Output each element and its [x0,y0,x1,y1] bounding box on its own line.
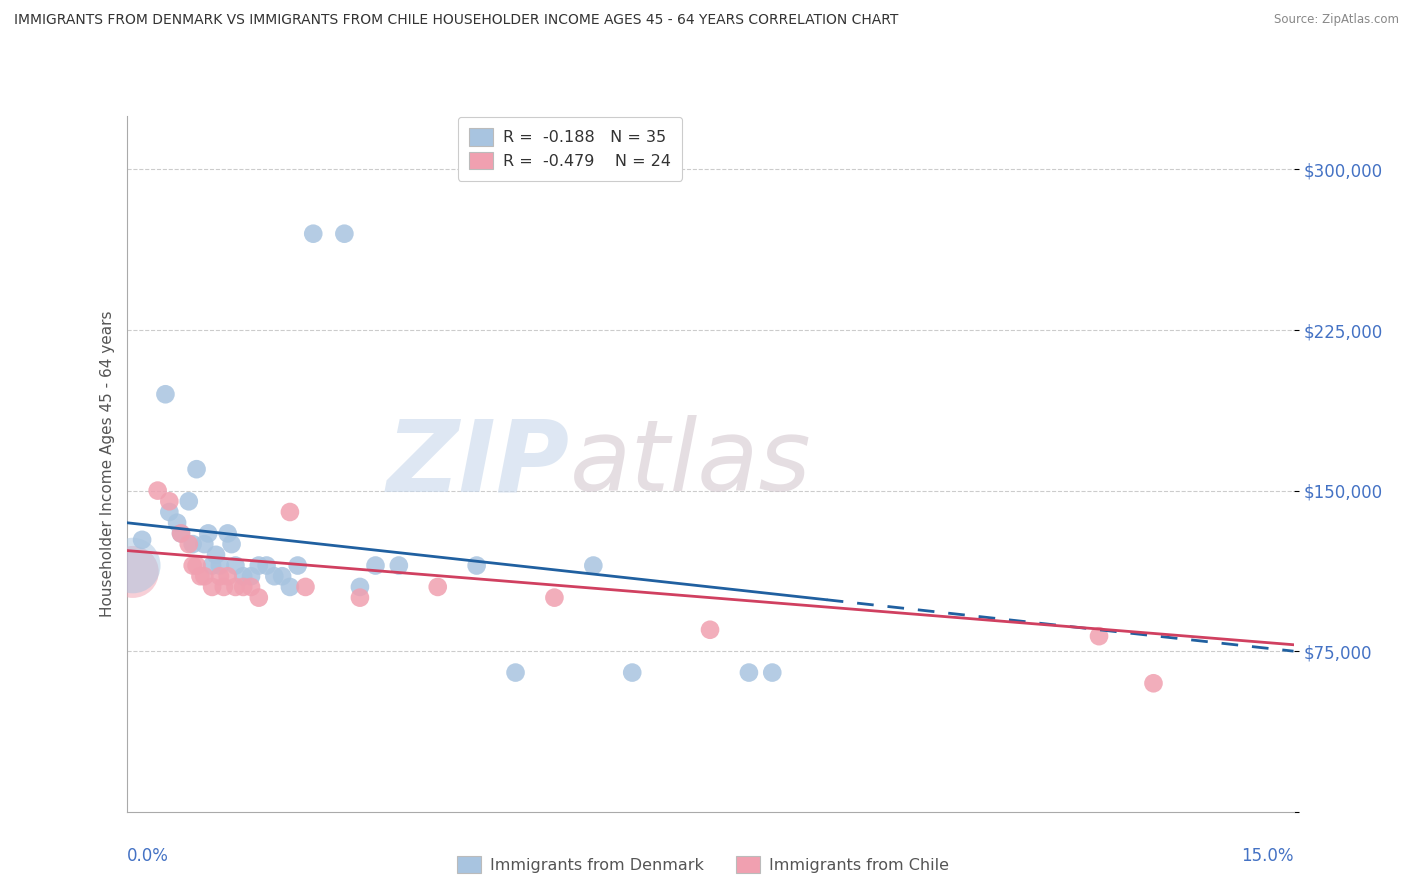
Text: IMMIGRANTS FROM DENMARK VS IMMIGRANTS FROM CHILE HOUSEHOLDER INCOME AGES 45 - 64: IMMIGRANTS FROM DENMARK VS IMMIGRANTS FR… [14,13,898,28]
Point [582,558,605,573]
Text: atlas: atlas [569,416,811,512]
Point [349,591,371,605]
Point [157,494,180,508]
Point [205,548,228,562]
Point [201,580,224,594]
Point [121,565,143,579]
Point [157,505,180,519]
Point [761,665,783,680]
Point [240,569,263,583]
Point [208,569,231,583]
Point [738,665,761,680]
Point [186,462,208,476]
Point [263,569,285,583]
Point [699,623,721,637]
Point [278,580,301,594]
Point [121,558,143,573]
Point [217,569,239,583]
Point [155,387,177,401]
Point [190,569,212,583]
Point [388,558,411,573]
Point [170,526,193,541]
Point [271,569,294,583]
Point [201,558,224,573]
Point [333,227,356,241]
Text: 0.0%: 0.0% [127,847,169,864]
Point [232,580,254,594]
Point [278,505,301,519]
Point [224,558,246,573]
Point [217,526,239,541]
Point [197,526,219,541]
Text: ZIP: ZIP [387,416,569,512]
Y-axis label: Householder Income Ages 45 - 64 years: Householder Income Ages 45 - 64 years [100,310,115,617]
Point [212,580,235,594]
Point [177,537,200,551]
Point [621,665,644,680]
Text: Source: ZipAtlas.com: Source: ZipAtlas.com [1274,13,1399,27]
Legend: R =  -0.188   N = 35, R =  -0.479    N = 24: R = -0.188 N = 35, R = -0.479 N = 24 [458,117,682,180]
Point [224,580,246,594]
Point [146,483,169,498]
Point [232,569,254,583]
Point [181,537,204,551]
Point [543,591,565,605]
Point [247,558,270,573]
Point [505,665,527,680]
Point [247,591,270,605]
Point [193,537,215,551]
Point [465,558,488,573]
Point [193,569,215,583]
Point [170,526,193,541]
Point [256,558,278,573]
Point [240,580,263,594]
Point [1088,629,1111,643]
Point [1142,676,1164,690]
Point [166,516,188,530]
Text: 15.0%: 15.0% [1241,847,1294,864]
Point [177,494,200,508]
Point [364,558,387,573]
Point [349,580,371,594]
Point [426,580,449,594]
Point [131,533,153,547]
Point [181,558,204,573]
Point [186,558,208,573]
Point [294,580,316,594]
Legend: Immigrants from Denmark, Immigrants from Chile: Immigrants from Denmark, Immigrants from… [450,849,956,880]
Point [287,558,309,573]
Point [302,227,325,241]
Point [208,558,231,573]
Point [221,537,243,551]
